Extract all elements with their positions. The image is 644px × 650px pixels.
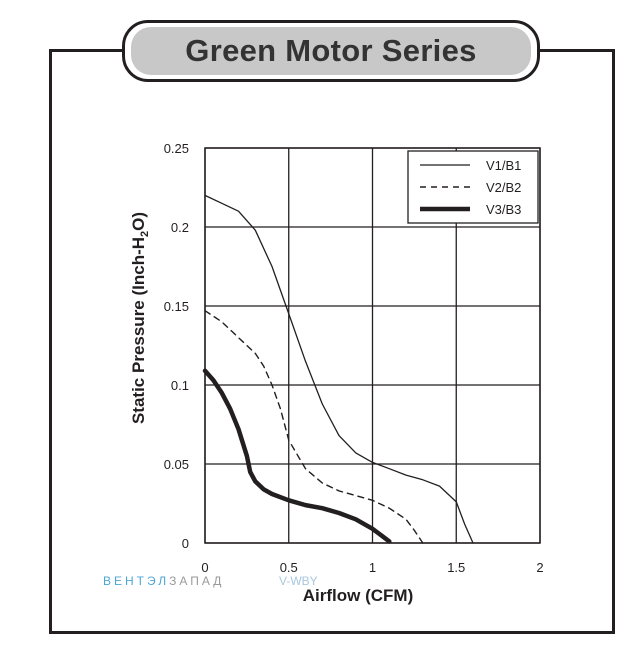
y-tick-label: 0.05 (164, 457, 189, 472)
series-lines (202, 194, 474, 544)
y-tick-label: 0.15 (164, 299, 189, 314)
title-pill (131, 27, 531, 75)
legend-label: V1/B1 (486, 158, 521, 173)
x-tick-label: 1 (369, 560, 376, 575)
watermark-part3: V-WBY (279, 574, 318, 588)
y-axis-title: Static Pressure (Inch-H2O) (129, 212, 151, 424)
y-axis-title-sub: 2 (139, 231, 151, 237)
watermark: ВЕНТЭЛЗАПАД (103, 574, 224, 592)
watermark-part2: ЗАПАД (169, 574, 225, 588)
series-line-1 (204, 194, 474, 544)
legend-label: V2/B2 (486, 180, 521, 195)
chart-title: Green Motor Series (185, 33, 477, 68)
series-line-2 (204, 310, 424, 544)
x-tick-label: 0 (201, 560, 208, 575)
y-tick-label: 0.2 (171, 220, 189, 235)
plot-border (204, 147, 541, 544)
x-tick-label: 0.5 (280, 560, 298, 575)
x-tick-label: 2 (536, 560, 543, 575)
legend-label: V3/B3 (486, 202, 521, 217)
series-line-3 (202, 368, 392, 544)
legend: V1/B1 V2/B2 V3/B3 (407, 150, 539, 224)
y-axis-title-main: Static Pressure (Inch-H (129, 237, 148, 424)
x-axis-title: Airflow (CFM) (303, 586, 413, 605)
y-tick-label: 0.1 (171, 378, 189, 393)
y-tick-label: 0 (182, 536, 189, 551)
y-axis-title-end: O) (129, 212, 148, 231)
y-tick-label: 0.25 (164, 141, 189, 156)
x-tick-label: 1.5 (447, 560, 465, 575)
tick-labels: 0 0.5 1 1.5 2 0 0.05 0.1 0.15 0.2 0.25 (164, 141, 544, 575)
watermark-part1: ВЕНТЭЛ (103, 574, 170, 588)
